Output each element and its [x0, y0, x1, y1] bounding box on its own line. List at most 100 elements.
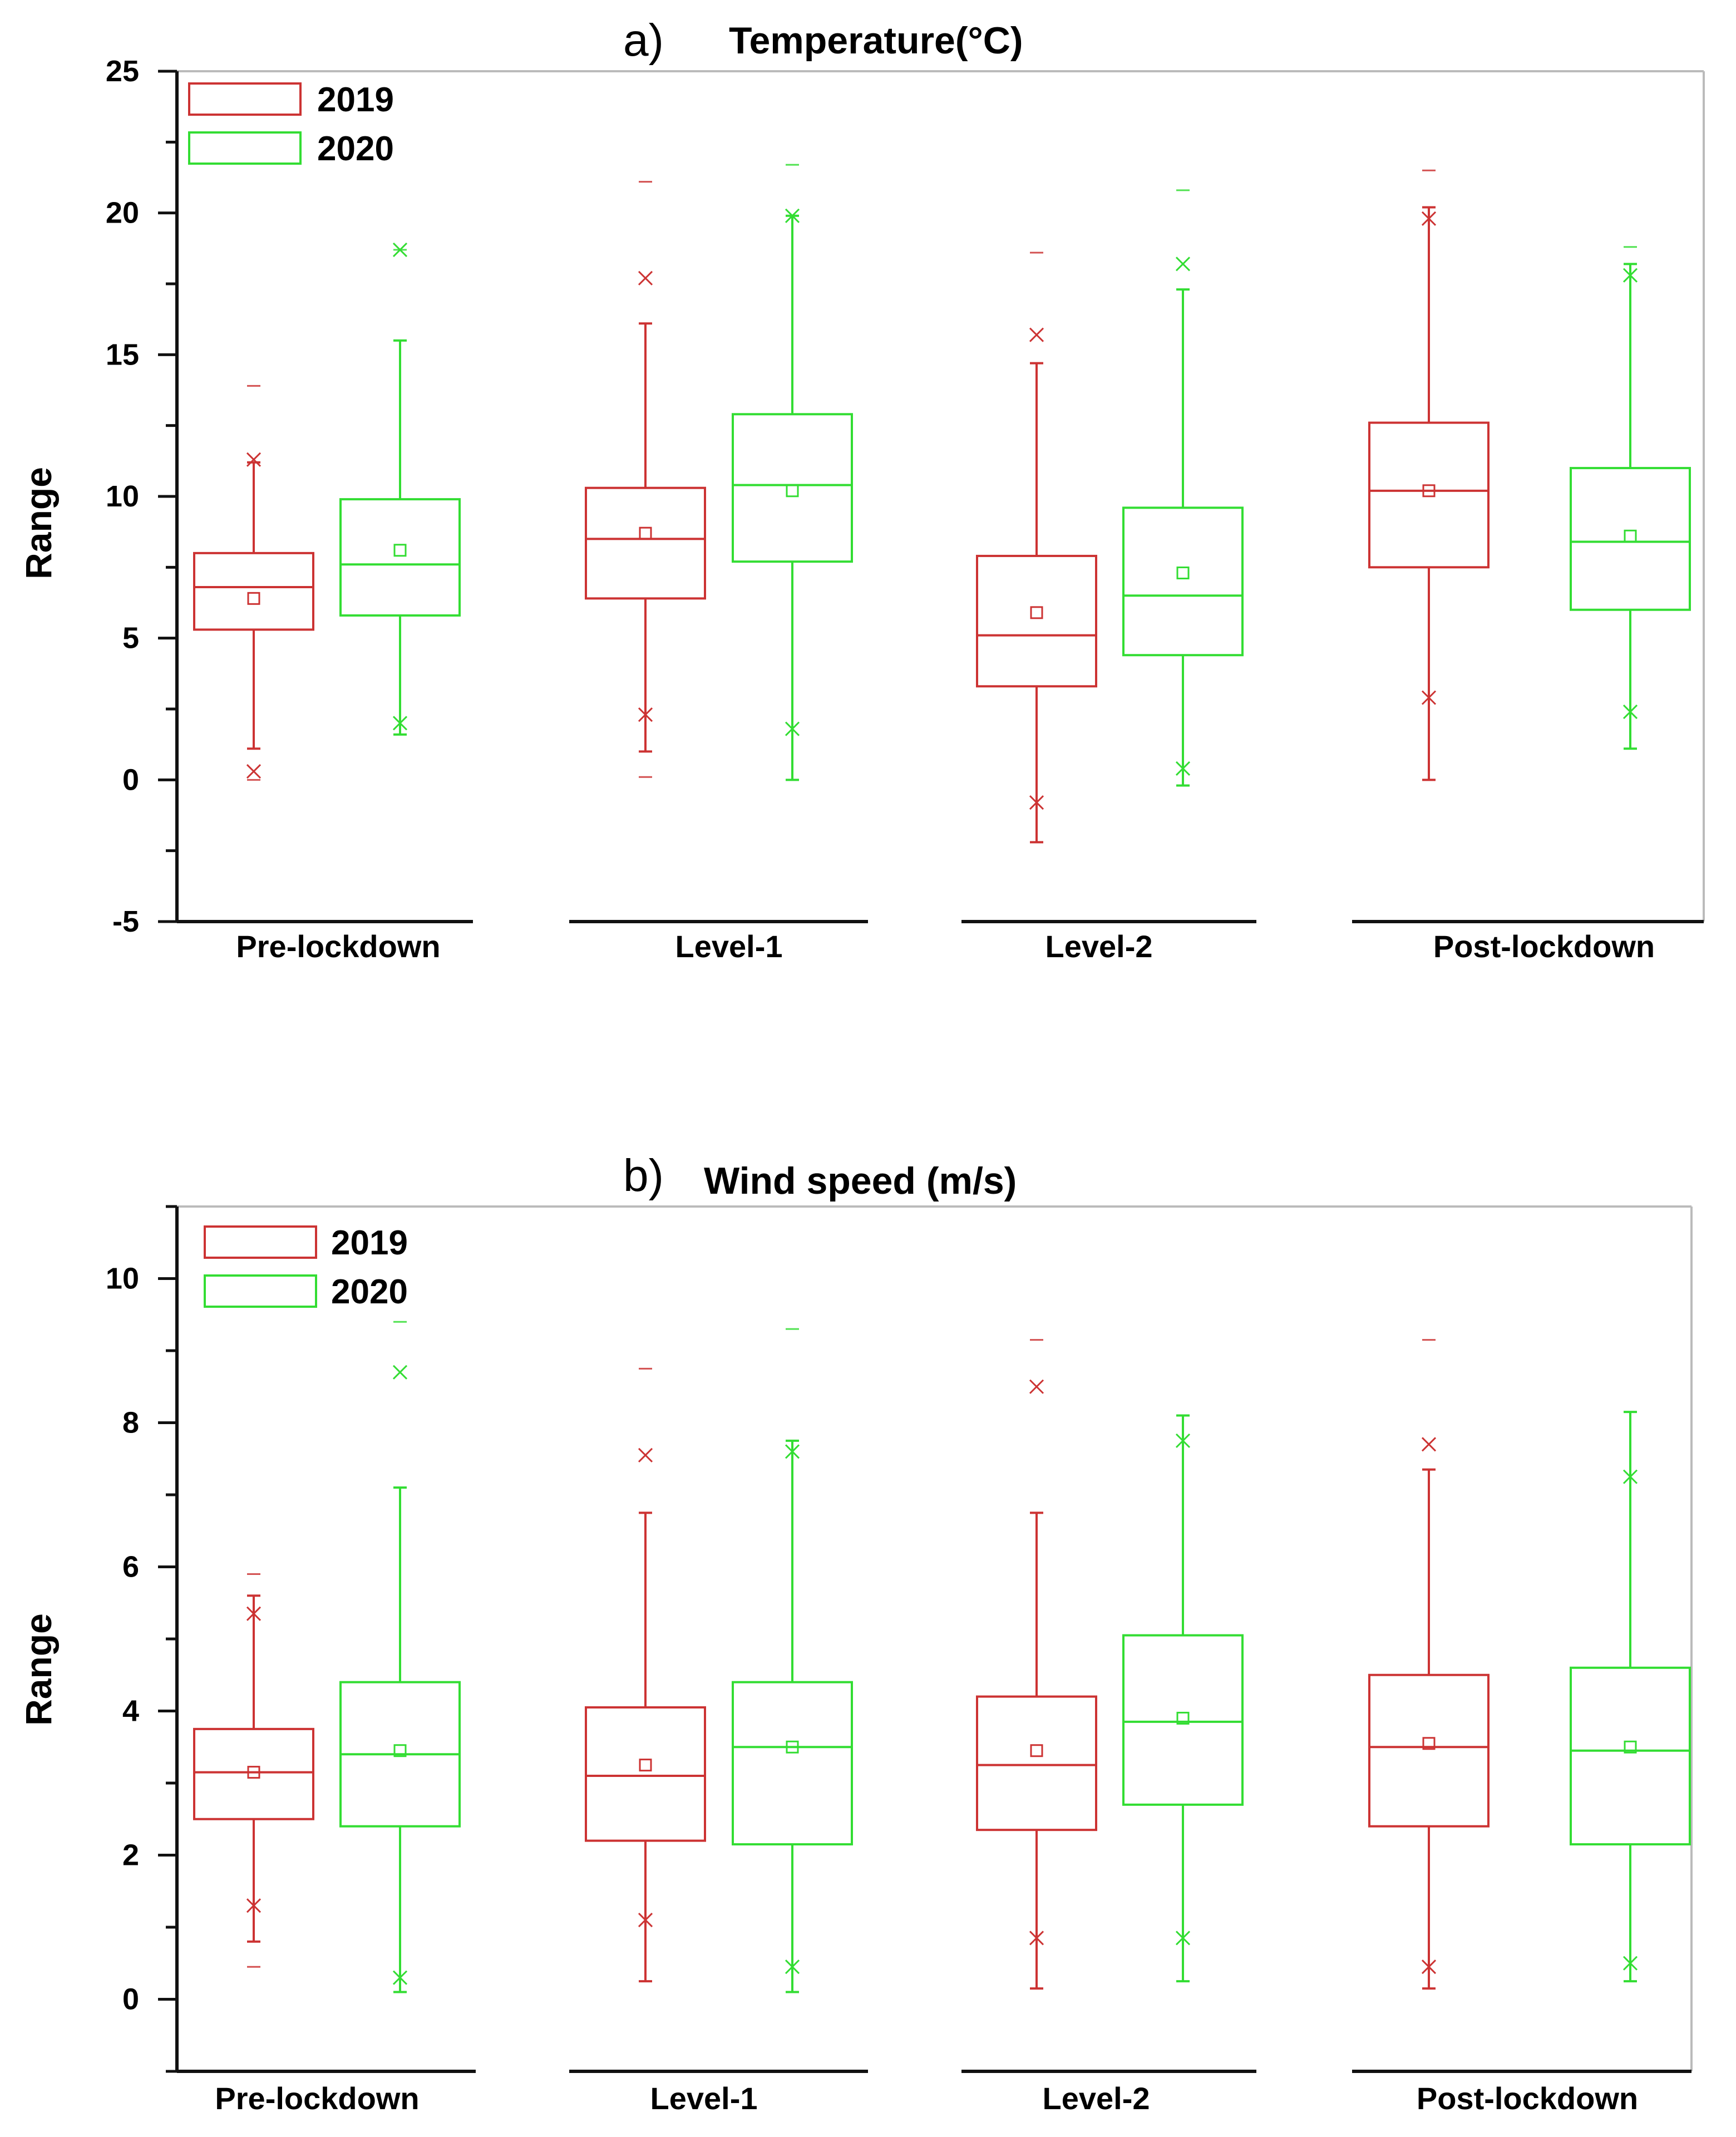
cross-stroke [1029, 1379, 1044, 1394]
p99-cross-marker [246, 452, 262, 467]
y-tick-label: 25 [106, 55, 139, 88]
p1-cross-marker [1029, 1931, 1044, 1946]
legend-swatch-2019 [188, 82, 302, 116]
cross-stroke [785, 721, 800, 736]
legend-label-2019: 2019 [331, 1224, 408, 1262]
iqr-box [193, 1727, 314, 1820]
y-tick-label: 10 [106, 1262, 139, 1296]
cross-stroke [246, 1606, 262, 1621]
x-category-label: Level-2 [1045, 929, 1153, 964]
p1-cross-marker [785, 1959, 800, 1974]
p99-cross-marker [1421, 211, 1437, 226]
cross-stroke [1029, 795, 1044, 810]
cross-stroke [638, 270, 653, 285]
p1-cross-marker [785, 721, 800, 736]
p1-cross-marker [1622, 705, 1638, 720]
panel-b-y-axis-label: Range [18, 1613, 59, 1726]
box-2020-pre-lockdown [339, 242, 461, 736]
box-2019-level-2 [976, 1339, 1097, 1990]
box-2019-level-1 [585, 1367, 706, 1983]
cross-stroke [392, 1365, 408, 1380]
p99-cross-marker [392, 242, 408, 257]
cross-stroke [246, 764, 262, 779]
mean-marker [1422, 484, 1436, 498]
iqr-box [585, 486, 706, 600]
temperature-panel: a) Temperature(°C) Range 25 20 15 10 5 0 -5 Pre… [18, 15, 1705, 964]
panel-a-y-axis-label: Range [18, 467, 59, 579]
p1-cross-marker [1175, 1931, 1191, 1946]
mean-marker [786, 484, 799, 498]
iqr-box [1368, 421, 1490, 569]
p99-cross-marker [1175, 1433, 1191, 1448]
p99-cross-marker [785, 1444, 800, 1459]
x-category-label: Post-lockdown [1433, 929, 1655, 964]
panel-a-letter: a) [623, 15, 664, 66]
x-category-label: Level-1 [650, 2081, 758, 2116]
p99-cross-marker [1029, 327, 1044, 342]
p1-cross-marker [1421, 1959, 1437, 1974]
y-tick-label: 10 [106, 480, 139, 513]
cross-stroke [392, 1970, 408, 1985]
box-2020-pre-lockdown [339, 1321, 461, 1993]
p1-cross-marker [246, 1898, 262, 1913]
p1-cross-marker [246, 764, 262, 779]
iqr-box [585, 1706, 706, 1842]
box-2019-pre-lockdown [193, 385, 314, 781]
cross-stroke [1622, 268, 1638, 283]
mean-marker [393, 544, 407, 557]
cross-stroke [1175, 1433, 1191, 1448]
cross-stroke [1421, 211, 1437, 226]
legend-swatch-2020 [188, 131, 302, 165]
mean-marker [1176, 567, 1190, 580]
panel-a-title: Temperature(°C) [729, 19, 1023, 62]
panel-b-letter: b) [623, 1150, 664, 1201]
cross-stroke [638, 1447, 653, 1463]
iqr-box [732, 413, 853, 563]
x-category-label: Pre-lockdown [215, 2081, 419, 2116]
cross-stroke [638, 707, 653, 722]
p1-cross-marker [1622, 1956, 1638, 1971]
p99-cross-marker [246, 1606, 262, 1621]
p99-cross-marker [1622, 268, 1638, 283]
iqr-box [339, 498, 461, 617]
cross-stroke [392, 716, 408, 731]
x-category-label: Level-1 [675, 929, 783, 964]
p1-cross-marker [1421, 690, 1437, 705]
cross-stroke [1175, 257, 1191, 272]
p99-cross-marker [392, 1365, 408, 1380]
cross-stroke [1175, 1931, 1191, 1946]
x-category-label: Post-lockdown [1417, 2081, 1638, 2116]
iqr-box [976, 1695, 1097, 1831]
p99-cross-marker [785, 208, 800, 223]
box-2020-level-2 [1122, 189, 1244, 787]
mean-marker [1624, 1740, 1637, 1754]
p99-cross-marker [1175, 257, 1191, 272]
box-2020-level-1 [732, 1328, 853, 1993]
y-tick-label: 2 [122, 1839, 139, 1872]
y-tick-label: 0 [122, 1983, 139, 2016]
cross-stroke [785, 208, 800, 223]
cross-stroke [1421, 690, 1437, 705]
iqr-box [1122, 506, 1244, 657]
panel-b-title: Wind speed (m/s) [704, 1160, 1017, 1202]
mean-marker [393, 1744, 407, 1757]
iqr-box [732, 1681, 853, 1846]
cross-stroke [246, 1898, 262, 1913]
y-tick-label: 0 [122, 763, 139, 796]
box-2019-post-lockdown [1368, 169, 1490, 781]
y-tick-label: 4 [122, 1695, 139, 1728]
box-2020-level-1 [732, 164, 853, 781]
mean-marker [786, 1740, 799, 1754]
cross-stroke [638, 1912, 653, 1928]
mean-marker [1176, 1711, 1190, 1725]
y-tick-label: 8 [122, 1406, 139, 1440]
iqr-box [1570, 467, 1691, 611]
p1-cross-marker [1029, 795, 1044, 810]
y-tick-label: 6 [122, 1550, 139, 1584]
box-2019-level-1 [585, 181, 706, 778]
legend-label-2020: 2020 [331, 1273, 408, 1311]
p99-cross-marker [638, 270, 653, 285]
legend-swatch-2019 [204, 1225, 317, 1259]
cross-stroke [1622, 705, 1638, 720]
